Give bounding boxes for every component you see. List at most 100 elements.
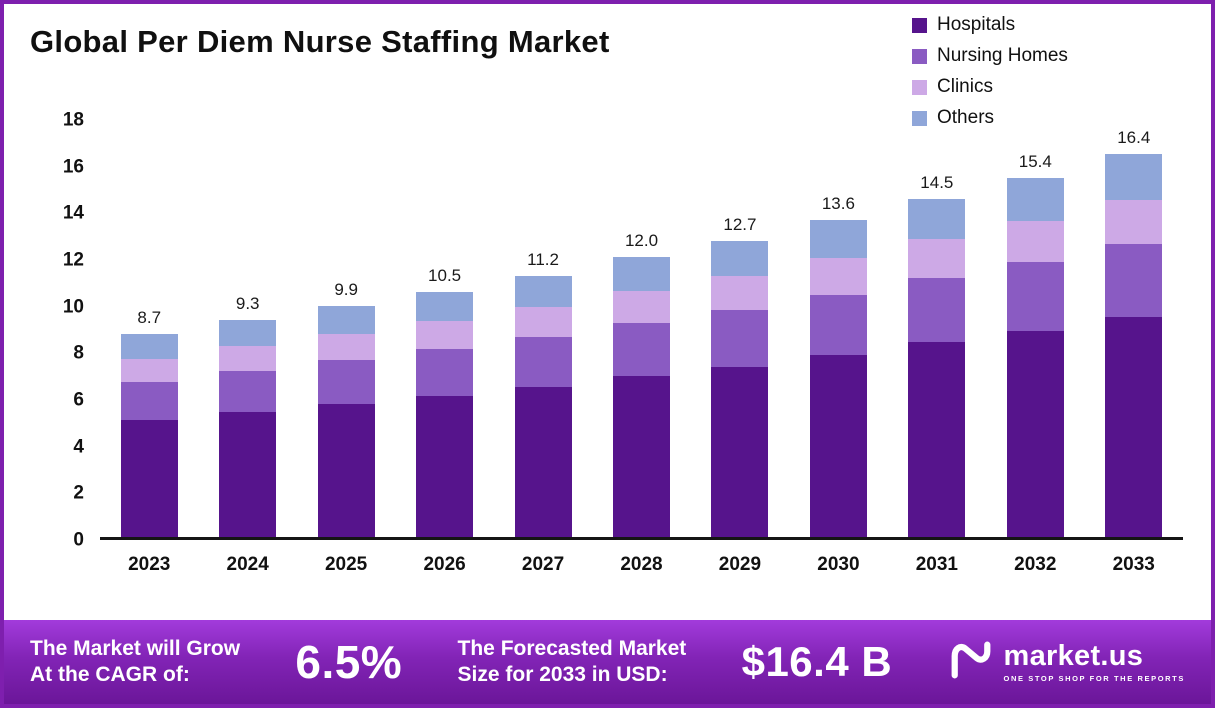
bar-column-2024: 9.3 [198,130,296,537]
legend-item-others: Others [912,107,1068,129]
stacked-bar-2029 [711,240,769,537]
bar-segment-hospitals [1105,316,1163,537]
bar-segment-others [120,334,178,359]
bar-segment-nursing-homes [120,381,178,421]
legend-label: Nursing Homes [937,45,1068,66]
y-tick-label: 8 [73,342,84,364]
bar-segment-hospitals [809,355,867,537]
bar-column-2033: 16.4 [1085,128,1183,537]
cagr-label-line1: The Market will Grow [30,636,241,660]
bar-segment-clinics [416,321,474,350]
bar-segment-clinics [612,290,670,323]
bar-total-label: 11.2 [527,249,559,269]
bar-segment-others [711,240,769,277]
forecast-value: $16.4 B [741,638,893,685]
bar-segment-nursing-homes [1006,262,1064,331]
forecast-label-line1: The Forecasted Market [457,636,687,660]
x-axis-label-2033: 2033 [1112,554,1155,575]
bar-total-label: 15.4 [1018,151,1052,171]
brand-text: market.us ONE STOP SHOP FOR THE REPORTS [1003,639,1185,683]
x-axis-label-2027: 2027 [521,554,565,575]
bar-segment-others [1105,154,1163,200]
bar-segment-clinics [809,258,867,295]
bar-column-2029: 12.7 [691,130,789,537]
legend-item-nursing-homes: Nursing Homes [912,45,1068,67]
bar-total-label: 8.7 [137,308,162,328]
brand-tagline: ONE STOP SHOP FOR THE REPORTS [1003,673,1185,683]
legend-item-clinics: Clinics [912,76,1068,98]
y-axis: 0 2 4 6 8 10 12 14 16 18 [34,111,84,550]
bar-segment-nursing-homes [711,310,769,367]
bar-total-label: 12.0 [624,231,659,251]
bar-segment-clinics [317,333,375,361]
legend-label: Clinics [937,76,993,97]
x-axis-label-2024: 2024 [226,554,269,575]
legend-swatch [912,79,927,95]
x-axis-label-2023: 2023 [128,554,171,575]
forecast-label: The Forecasted Market Size for 2033 in U… [458,636,687,689]
y-tick-label: 14 [62,202,84,224]
stacked-bar-2026 [416,292,474,537]
cagr-value: 6.5% [295,636,403,688]
bar-segment-clinics [514,306,572,337]
bar-segment-nursing-homes [908,277,966,343]
x-axis-labels: 2023 2024 2025 2026 2027 2028 2029 2030 2031 2032… [100,554,1183,582]
bar-segment-others [1006,177,1064,221]
bar-segment-hospitals [1006,330,1064,537]
bar-column-2032: 15.4 [986,130,1084,537]
legend-swatch [912,17,927,33]
bar-segment-hospitals [514,386,572,537]
bar-segment-clinics [908,238,966,278]
x-axis-label-2026: 2026 [423,554,466,575]
bar-total-label: 10.5 [428,266,462,286]
page-title: Global Per Diem Nurse Staffing Market [30,24,610,59]
bar-column-2025: 9.9 [297,130,395,537]
bar-segment-others [219,320,277,346]
stacked-bar-2024 [219,320,277,537]
legend-label: Hospitals [937,14,1016,35]
y-tick-label: 16 [62,156,84,178]
stacked-bar-2033 [1105,154,1163,537]
y-tick-label: 4 [73,436,84,458]
bar-column-2031: 14.5 [888,130,986,537]
legend-swatch [912,48,927,64]
bar-segment-hospitals [612,376,670,537]
x-axis-label-2029: 2029 [718,554,762,575]
brand-block: market.us ONE STOP SHOP FOR THE REPORTS [948,637,1185,688]
stacked-bar-2027 [514,275,572,537]
bar-segment-others [514,275,572,307]
legend-item-hospitals: Hospitals [912,14,1068,36]
bar-segment-hospitals [416,395,474,537]
market-us-logo-icon [948,637,994,688]
bar-segment-hospitals [711,366,769,537]
bar-segment-nursing-homes [416,349,474,396]
bar-total-label: 16.4 [1117,128,1151,148]
bar-segment-others [908,198,966,239]
stacked-bar-2023 [120,334,178,537]
bar-total-label: 9.3 [235,294,260,314]
bar-segment-nursing-homes [612,322,670,376]
bar-segment-others [416,292,474,322]
chart-area: Global Per Diem Nurse Staffing Market Ho… [4,4,1211,620]
bar-segment-clinics [219,345,277,371]
y-tick-label: 0 [73,529,84,551]
x-axis-label-2031: 2031 [915,554,958,575]
bar-column-2023: 8.7 [100,130,198,537]
bar-column-2026: 10.5 [395,130,493,537]
x-axis-label-2030: 2030 [817,554,860,575]
bar-segment-clinics [711,276,769,311]
bar-column-2027: 11.2 [494,130,592,537]
x-axis-label-2025: 2025 [324,554,368,575]
bar-segment-others [612,257,670,291]
bar-segment-clinics [120,358,178,382]
bar-segment-clinics [1105,199,1163,245]
bottom-banner: The Market will Grow At the CAGR of: 6.5… [4,620,1211,704]
bar-total-label: 9.9 [334,280,358,300]
bar-segment-nursing-homes [317,360,375,404]
x-axis-label-2032: 2032 [1014,554,1057,575]
legend-swatch [912,110,927,126]
brand-name: market.us [1003,639,1144,672]
y-tick-label: 6 [73,389,84,411]
bar-segment-nursing-homes [219,370,277,413]
